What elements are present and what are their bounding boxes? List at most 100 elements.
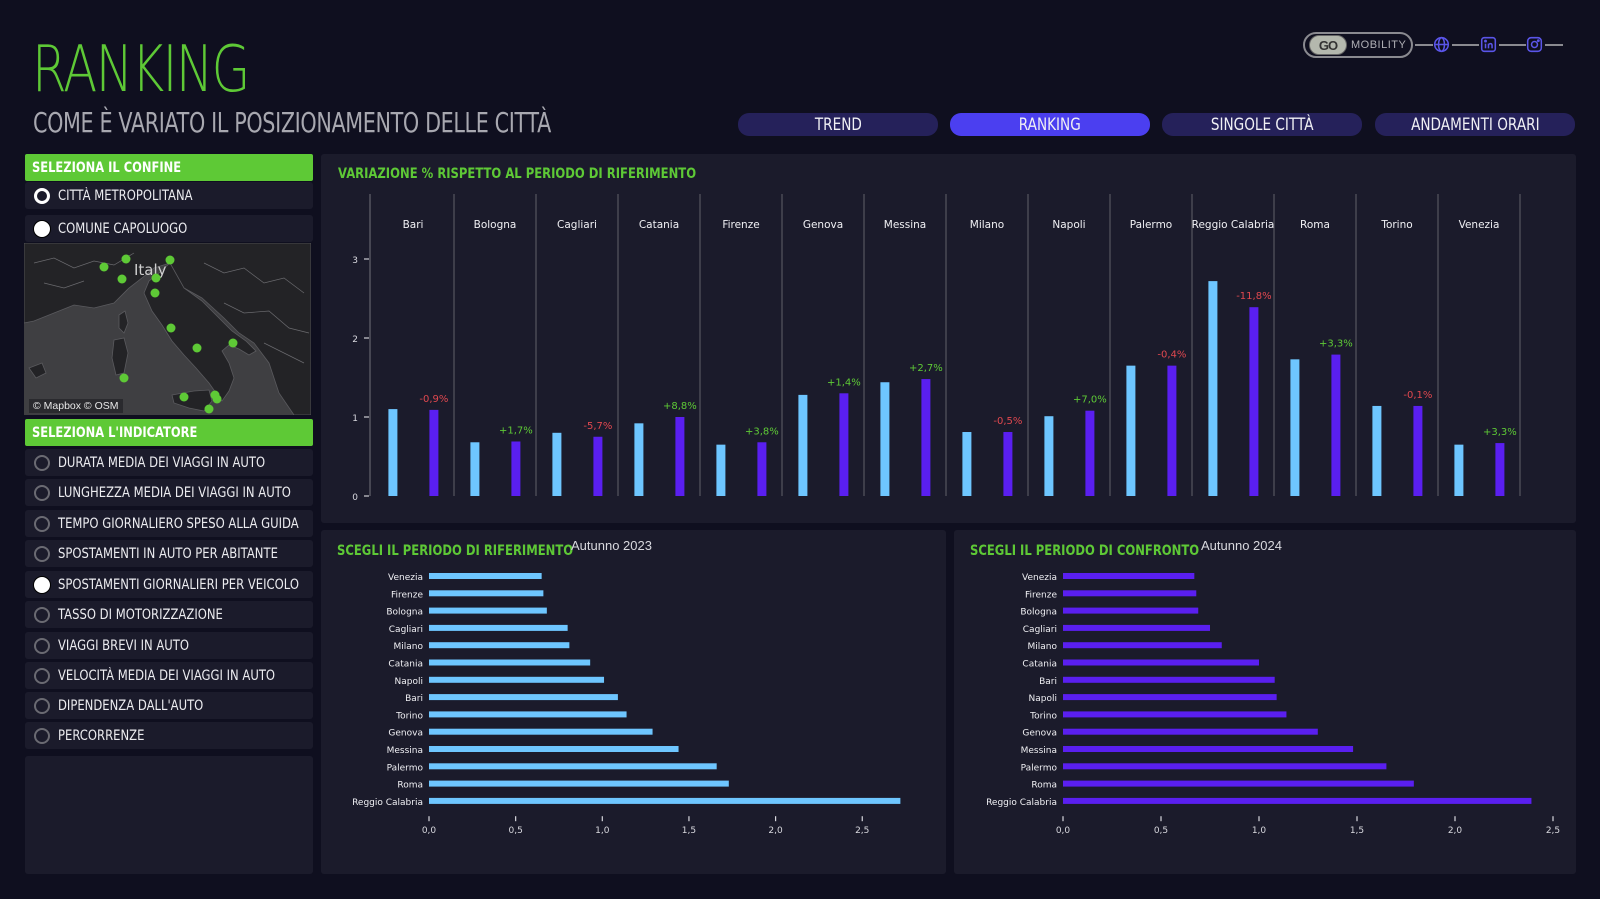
bar-comparison (675, 417, 685, 496)
category-label: Napoli (1052, 219, 1085, 231)
category-label: Messina (387, 746, 423, 756)
y-tick-label: 0 (352, 493, 358, 503)
indicator-option[interactable]: SPOSTAMENTI IN AUTO PER ABITANTE (25, 540, 313, 567)
comparison-chart-title[interactable]: SCEGLI IL PERIODO DI CONFRONTO (970, 543, 1200, 559)
bar (1063, 763, 1387, 770)
comparison-period-value[interactable]: Autunno 2024 (1201, 538, 1282, 553)
x-tick-label: 1,5 (682, 826, 696, 836)
indicator-option[interactable]: SPOSTAMENTI GIORNALIERI PER VEICOLO (25, 571, 313, 598)
bar-reference (1454, 444, 1464, 496)
bar (1063, 746, 1354, 752)
indicator-option[interactable]: TEMPO GIORNALIERO SPESO ALLA GUIDA (25, 510, 313, 537)
category-label: Cagliari (557, 219, 597, 231)
category-label: Palermo (387, 763, 424, 773)
radio-unchecked-icon[interactable] (34, 667, 50, 684)
data-label: +2,7% (909, 363, 943, 374)
reference-chart-title[interactable]: SCEGLI IL PERIODO DI RIFERIMENTO (337, 543, 574, 559)
category-label: Venezia (1459, 219, 1500, 231)
bar (1063, 676, 1275, 683)
city-marker (204, 404, 214, 414)
radio-unchecked-icon[interactable] (34, 515, 50, 532)
boundary-option-comune-capoluogo[interactable]: COMUNE CAPOLUOGO (25, 215, 313, 242)
bar-reference (1208, 281, 1218, 496)
data-label: +1,4% (827, 377, 861, 388)
category-label: Bari (405, 694, 423, 704)
indicator-option[interactable]: PERCORRENZE (25, 722, 313, 749)
bar-comparison (429, 409, 439, 496)
bar-comparison (511, 441, 521, 496)
x-tick-label: 0,5 (508, 826, 522, 836)
radio-unchecked-icon[interactable] (34, 697, 50, 714)
tab-andamenti-orari[interactable]: ANDAMENTI ORARI (1375, 113, 1575, 136)
map-attribution[interactable]: © Mapbox © OSM (29, 399, 123, 413)
sidebar-empty-panel (25, 756, 313, 874)
category-label: Reggio Calabria (1192, 219, 1275, 231)
italy-map[interactable]: Italy © Mapbox © OSM (24, 243, 311, 415)
bar (1063, 711, 1287, 718)
bar-reference (880, 382, 890, 496)
radio-unchecked-icon[interactable] (34, 606, 50, 623)
bar (429, 694, 618, 701)
indicator-option[interactable]: TASSO DI MOTORIZZAZIONE (25, 601, 313, 628)
radio-unchecked-icon[interactable] (34, 484, 50, 501)
bar (429, 746, 679, 752)
y-tick-label: 1 (352, 414, 358, 424)
divider (1452, 44, 1479, 46)
variation-chart: 0 1 2 3 Bari -0,9% Bologna +1,7% Cagliari -5,7% Ca… (352, 194, 1521, 503)
x-tick-label: 1,5 (1350, 826, 1364, 836)
bar-comparison (1413, 405, 1423, 496)
bar-comparison (839, 393, 849, 496)
tab-ranking[interactable]: RANKING (950, 113, 1150, 136)
instagram-icon[interactable] (1526, 36, 1543, 53)
bar (1063, 797, 1532, 804)
globe-icon[interactable] (1433, 36, 1450, 53)
option-label: COMUNE CAPOLUOGO (58, 220, 188, 237)
bar (429, 711, 627, 718)
tab-label: ANDAMENTI ORARI (1410, 114, 1540, 135)
radio-unchecked-icon[interactable] (34, 637, 50, 654)
category-label: Torino (1029, 711, 1057, 721)
indicator-option[interactable]: DURATA MEDIA DEI VIAGGI IN AUTO (25, 449, 313, 476)
category-label: Cagliari (1023, 625, 1057, 635)
brand-logo[interactable]: GO MOBILITY (1303, 32, 1413, 58)
linkedin-icon[interactable] (1480, 36, 1497, 53)
indicator-option[interactable]: LUNGHEZZA MEDIA DEI VIAGGI IN AUTO (25, 479, 313, 506)
category-label: Roma (1031, 781, 1057, 791)
page-subtitle: COME È VARIATO IL POSIZIONAMENTO DELLE C… (33, 106, 551, 139)
x-tick-label: 2,5 (855, 826, 869, 836)
radio-checked-icon[interactable] (34, 220, 50, 237)
bar (429, 728, 653, 735)
radio-checked-icon[interactable] (34, 576, 50, 593)
bar (1063, 573, 1195, 579)
city-marker (179, 392, 189, 402)
city-marker (121, 254, 131, 264)
reference-period-value[interactable]: Autunno 2023 (571, 538, 652, 553)
radio-unchecked-icon[interactable] (34, 187, 50, 204)
category-label: Milano (970, 219, 1004, 231)
x-tick-label: 1,0 (595, 826, 610, 836)
tab-trend[interactable]: TREND (738, 113, 938, 136)
category-label: Genova (388, 729, 423, 739)
data-label: +1,7% (499, 425, 533, 436)
category-label: Napoli (1029, 694, 1057, 704)
boundary-option-citta-metropolitana[interactable]: CITTÀ METROPOLITANA (25, 182, 313, 209)
category-label: Bologna (386, 608, 423, 618)
bar-comparison (1167, 365, 1177, 496)
option-label: TEMPO GIORNALIERO SPESO ALLA GUIDA (58, 515, 299, 532)
indicator-option[interactable]: DIPENDENZA DALL'AUTO (25, 692, 313, 719)
category-label: Bari (1039, 677, 1057, 687)
indicator-option[interactable]: VELOCITÀ MEDIA DEI VIAGGI IN AUTO (25, 662, 313, 689)
category-label: Palermo (1130, 219, 1172, 231)
map-borders (33, 252, 310, 364)
radio-unchecked-icon[interactable] (34, 454, 50, 471)
tab-singole-citta[interactable]: SINGOLE CITTÀ (1162, 113, 1362, 136)
radio-unchecked-icon[interactable] (34, 727, 50, 744)
category-label: Firenze (722, 219, 759, 231)
x-tick-label: 0,0 (422, 826, 437, 836)
category-label: Bari (403, 219, 424, 231)
bar (429, 573, 542, 579)
indicator-option[interactable]: VIAGGI BREVI IN AUTO (25, 632, 313, 659)
data-label: -0,4% (1157, 350, 1186, 361)
radio-unchecked-icon[interactable] (34, 545, 50, 562)
bar-reference (470, 442, 480, 496)
